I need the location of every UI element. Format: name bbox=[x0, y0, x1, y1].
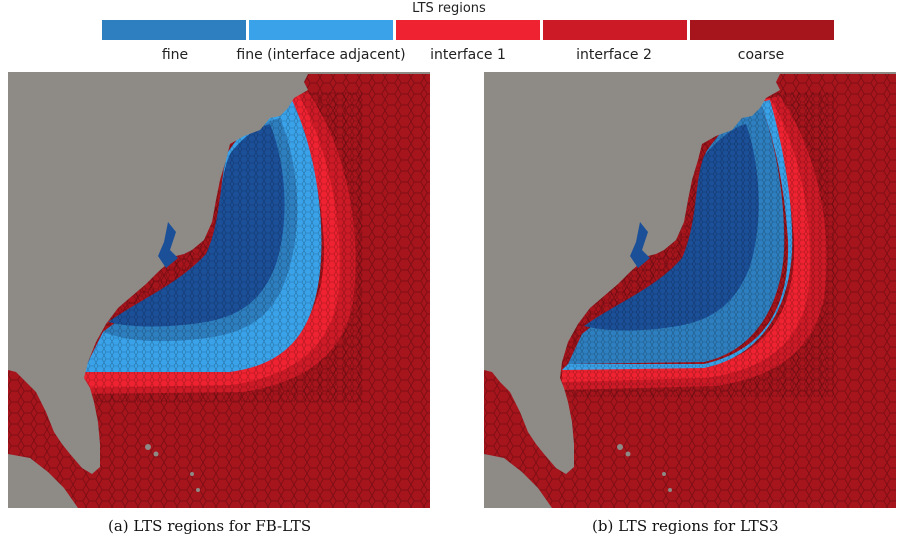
legend-label-fine-interface-adjacent: fine (interface adjacent) bbox=[236, 47, 406, 63]
legend-swatch-fine bbox=[102, 20, 246, 40]
chesapeake-bay-notch bbox=[630, 222, 650, 268]
legend-label-coarse: coarse bbox=[737, 47, 785, 63]
island-dot bbox=[662, 472, 666, 476]
legend-swatch-interface-2 bbox=[543, 20, 687, 40]
caption-panel-a: (a) LTS regions for FB-LTS bbox=[108, 517, 312, 535]
island-dot bbox=[190, 472, 194, 476]
island-dot bbox=[668, 488, 672, 492]
legend-label-interface-1: interface 1 bbox=[430, 47, 506, 63]
land-mass bbox=[8, 72, 430, 474]
lts-regions-map-lts3 bbox=[484, 72, 896, 508]
chesapeake-bay-notch bbox=[158, 222, 178, 268]
legend-swatch-coarse bbox=[690, 20, 834, 40]
bottom-left-land bbox=[8, 454, 78, 508]
caption-panel-b: (b) LTS regions for LTS3 bbox=[592, 517, 779, 535]
bottom-left-land bbox=[484, 454, 552, 508]
legend-label-fine: fine bbox=[161, 47, 189, 63]
map-panel-fb-lts bbox=[8, 72, 430, 508]
legend-swatch-fine-interface-adjacent bbox=[249, 20, 393, 40]
island-dot bbox=[145, 444, 151, 450]
lts-regions-map-fb-lts bbox=[8, 72, 430, 508]
legend-title: LTS regions bbox=[412, 1, 486, 16]
map-panel-lts3 bbox=[484, 72, 896, 508]
island-dot bbox=[153, 451, 159, 457]
legend-label-interface-2: interface 2 bbox=[576, 47, 652, 63]
island-dot bbox=[196, 488, 200, 492]
legend-color-bar bbox=[102, 20, 834, 40]
legend-swatch-interface-1 bbox=[396, 20, 540, 40]
island-dot bbox=[625, 451, 631, 457]
island-dot bbox=[617, 444, 623, 450]
land-mass bbox=[484, 72, 896, 474]
